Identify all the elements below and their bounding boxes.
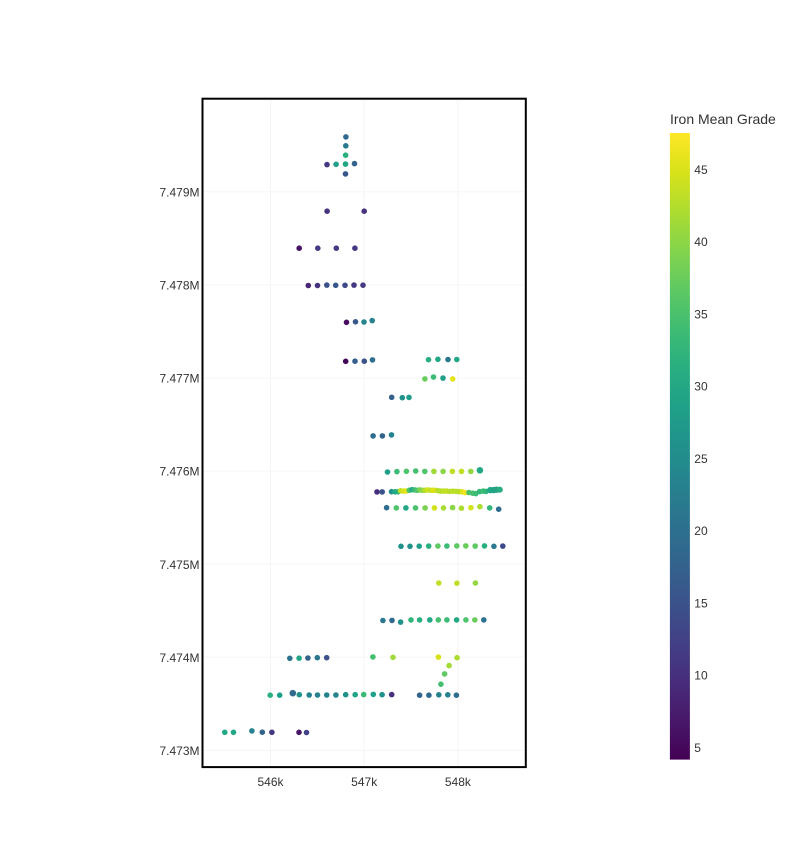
svg-text:5: 5 bbox=[694, 741, 701, 755]
svg-text:7.473M: 7.473M bbox=[159, 744, 199, 758]
svg-text:20: 20 bbox=[694, 524, 708, 538]
svg-text:7.479M: 7.479M bbox=[159, 185, 199, 199]
svg-text:547k: 547k bbox=[351, 775, 378, 789]
svg-text:546k: 546k bbox=[257, 775, 284, 789]
svg-text:15: 15 bbox=[694, 596, 708, 610]
svg-text:30: 30 bbox=[694, 380, 708, 394]
svg-text:7.478M: 7.478M bbox=[159, 279, 199, 293]
svg-text:7.477M: 7.477M bbox=[159, 372, 199, 386]
svg-text:35: 35 bbox=[694, 307, 708, 321]
svg-text:45: 45 bbox=[694, 163, 708, 177]
svg-text:7.475M: 7.475M bbox=[159, 558, 199, 572]
svg-text:Iron Mean Grade: Iron Mean Grade bbox=[670, 111, 776, 127]
svg-text:7.476M: 7.476M bbox=[159, 465, 199, 479]
svg-text:10: 10 bbox=[694, 669, 708, 683]
svg-text:548k: 548k bbox=[445, 775, 472, 789]
svg-text:40: 40 bbox=[694, 235, 708, 249]
svg-text:25: 25 bbox=[694, 452, 708, 466]
svg-text:7.474M: 7.474M bbox=[159, 651, 199, 665]
